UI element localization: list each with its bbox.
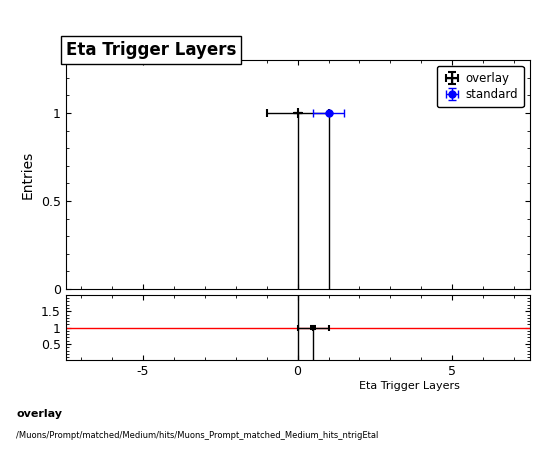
Text: Eta Trigger Layers: Eta Trigger Layers: [66, 41, 236, 59]
Text: Eta Trigger Layers: Eta Trigger Layers: [359, 381, 460, 391]
Legend: overlay, standard: overlay, standard: [437, 66, 524, 107]
Text: /Muons/Prompt/matched/Medium/hits/Muons_Prompt_matched_Medium_hits_ntrigEtal: /Muons/Prompt/matched/Medium/hits/Muons_…: [16, 431, 379, 439]
Y-axis label: Entries: Entries: [21, 151, 35, 199]
Text: overlay: overlay: [16, 409, 62, 419]
